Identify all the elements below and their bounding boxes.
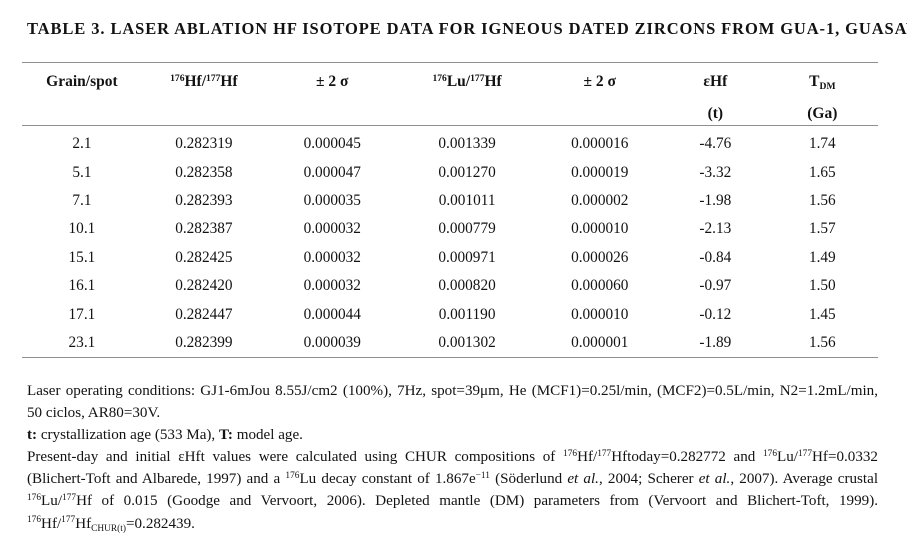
column-header: 176Hf/177Hf — [141, 62, 266, 126]
table-cell: -1.98 — [699, 191, 732, 209]
column-header: ± 2 σ — [535, 62, 664, 126]
table-cell: -0.12 — [699, 305, 732, 323]
table-cell: 0.282319 — [175, 135, 233, 153]
table-cell: 1.65 — [808, 163, 836, 181]
table-cell: 0.000971 — [438, 248, 496, 266]
table-cell: 1.49 — [808, 248, 836, 266]
table-cell: 0.000060 — [571, 277, 629, 295]
table-cell: 0.000032 — [303, 220, 361, 238]
table-title: TABLE 3. LASER ABLATION HF ISOTOPE DATA … — [27, 19, 907, 38]
table-cell: -4.76 — [699, 135, 732, 153]
table-cell: -0.97 — [699, 277, 732, 295]
column-header: Grain/spot — [22, 62, 142, 126]
column-header: εHf (t) — [663, 62, 767, 126]
table-cell: 23.1 — [68, 333, 96, 351]
footnote: Present-day and initial εHft values were… — [27, 449, 879, 534]
table-cell: 0.000010 — [571, 305, 629, 323]
table-cell: 0.282358 — [175, 163, 233, 181]
table-cell: 0.282425 — [175, 248, 233, 266]
table-header: Grain/spot 176Hf/177Hf ± 2 σ 176Lu/177Hf ± 2… — [22, 62, 878, 126]
table-cell: 0.000045 — [303, 135, 361, 153]
table-cell: 15.1 — [68, 248, 96, 266]
table-row: 23.1 0.282399 0.000039 0.001302 0.000001 -1.8… — [22, 329, 878, 358]
table-row: 2.1 0.282319 0.000045 0.001339 0.000016 -4.76… — [22, 126, 878, 159]
table-cell: -1.89 — [699, 333, 732, 351]
table-cell: 0.001270 — [438, 163, 496, 181]
column-header: ± 2 σ — [265, 62, 399, 126]
table-cell: 0.001302 — [438, 333, 496, 351]
table-cell: 0.000035 — [303, 191, 361, 209]
table-row: 17.1 0.282447 0.000044 0.001190 0.000010 -0.1… — [22, 300, 878, 328]
table-body: 2.1 0.282319 0.000045 0.001339 0.000016 -4.76… — [22, 126, 878, 358]
table-cell: 0.000039 — [303, 333, 361, 351]
footnotes: Laser operating conditions: GJ1-6mJou 8.… — [27, 380, 878, 535]
column-header: TDM (Ga) — [766, 62, 878, 126]
header-row: Grain/spot 176Hf/177Hf ± 2 σ 176Lu/177Hf ± 2… — [22, 62, 878, 126]
table-cell: 7.1 — [72, 191, 92, 209]
table-row: 7.1 0.282393 0.000035 0.001011 0.000002 -1.98… — [22, 187, 878, 215]
table-cell: 0.000032 — [303, 277, 361, 295]
table-cell: 0.000001 — [571, 333, 629, 351]
table-cell: 1.56 — [808, 333, 836, 351]
table-cell: 1.74 — [808, 135, 836, 153]
table-cell: 0.000002 — [571, 191, 629, 209]
footnote: t: crystallization age (533 Ma), T: mode… — [27, 427, 303, 444]
table-row: 16.1 0.282420 0.000032 0.000820 0.000060 -0.9… — [22, 272, 878, 300]
table-cell: 0.001339 — [438, 135, 496, 153]
table-cell: 0.000019 — [571, 163, 629, 181]
table-container: Grain/spot 176Hf/177Hf ± 2 σ 176Lu/177Hf ± 2… — [22, 62, 878, 359]
table-cell: 1.56 — [808, 191, 836, 209]
table-cell: 0.000010 — [571, 220, 629, 238]
table-cell: 5.1 — [72, 163, 92, 181]
table-cell: 1.45 — [808, 305, 836, 323]
table-cell: 0.001190 — [438, 305, 496, 323]
table-cell: 0.000026 — [571, 248, 629, 266]
table-cell: 16.1 — [68, 277, 96, 295]
table-cell: 0.000032 — [303, 248, 361, 266]
table-cell: 0.282399 — [175, 333, 233, 351]
column-header: 176Lu/177Hf — [398, 62, 536, 126]
table-cell: -0.84 — [699, 248, 732, 266]
table-cell: 0.282420 — [175, 277, 233, 295]
table-row: 10.1 0.282387 0.000032 0.000779 0.000010 -2.1… — [22, 215, 878, 243]
table-cell: 0.000779 — [438, 220, 496, 238]
table-cell: 10.1 — [68, 220, 96, 238]
table-cell: 0.000047 — [303, 163, 361, 181]
table-cell: 0.282387 — [175, 220, 233, 238]
table-cell: -2.13 — [699, 220, 732, 238]
table-cell: 1.57 — [808, 220, 836, 238]
table-cell: 0.000016 — [571, 135, 629, 153]
table-cell: 0.000820 — [438, 277, 496, 295]
table-cell: 1.50 — [808, 277, 836, 295]
hf-isotope-table: Grain/spot 176Hf/177Hf ± 2 σ 176Lu/177Hf ± 2… — [22, 62, 878, 359]
table-cell: 0.001011 — [438, 191, 496, 209]
table-cell: 0.282393 — [175, 191, 233, 209]
table-cell: -3.32 — [699, 163, 732, 181]
footnote: Laser operating conditions: GJ1-6mJou 8.… — [27, 383, 878, 422]
table-cell: 0.282447 — [175, 305, 233, 323]
table-row: 15.1 0.282425 0.000032 0.000971 0.000026 -0.8… — [22, 244, 878, 272]
table-cell: 0.000044 — [303, 305, 361, 323]
table-row: 5.1 0.282358 0.000047 0.001270 0.000019 -3.32… — [22, 158, 878, 186]
table-cell: 2.1 — [72, 135, 92, 153]
table-cell: 17.1 — [68, 305, 96, 323]
